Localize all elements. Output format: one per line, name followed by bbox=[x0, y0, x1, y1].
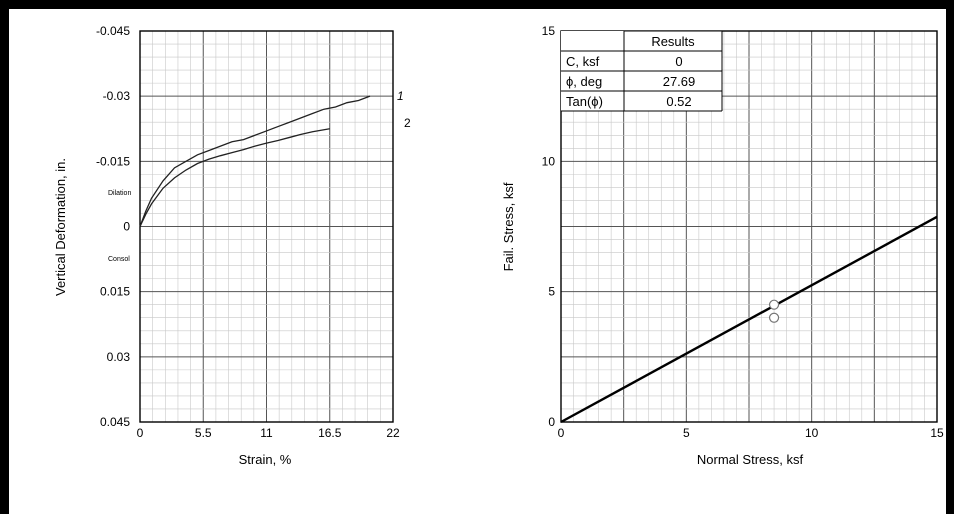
annotation-consol: Consol bbox=[108, 256, 130, 263]
results-table-label: Tan(ϕ) bbox=[566, 94, 603, 109]
left-y-tick-label: 0.015 bbox=[100, 285, 130, 299]
deformation-curve-2 bbox=[139, 128, 330, 227]
left-xlabel: Strain, % bbox=[239, 452, 292, 467]
results-table-label: C, ksf bbox=[566, 54, 600, 69]
left-y-tick-label: 0.03 bbox=[107, 350, 131, 364]
right-plot-border bbox=[560, 30, 938, 423]
annotation-dilation: Dilation bbox=[108, 190, 131, 197]
right-y-tick-label: 5 bbox=[548, 285, 555, 299]
series-label-1: 1 bbox=[397, 89, 404, 103]
right-x-tick-label: 15 bbox=[930, 426, 944, 440]
results-table-value: 0.52 bbox=[666, 94, 691, 109]
series-label-2: 2 bbox=[404, 116, 411, 130]
left-x-tick-label: 22 bbox=[386, 426, 400, 440]
right-xlabel: Normal Stress, ksf bbox=[697, 452, 804, 467]
left-y-tick-label: -0.015 bbox=[96, 154, 130, 168]
results-table-value: 27.69 bbox=[663, 74, 696, 89]
right-x-tick-label: 10 bbox=[805, 426, 819, 440]
results-table-label: ϕ, deg bbox=[566, 74, 602, 89]
left-ylabel: Vertical Deformation, in. bbox=[53, 158, 68, 296]
chart-svg: Vertical Deformation, in. Strain, % Dila… bbox=[53, 24, 944, 467]
results-table-header: Results bbox=[651, 34, 695, 49]
deformation-curve-1 bbox=[139, 95, 371, 227]
left-y-tick-label: 0 bbox=[123, 220, 130, 234]
left-x-tick-label: 0 bbox=[137, 426, 144, 440]
left-y-tick-label: -0.03 bbox=[103, 89, 131, 103]
figure-canvas: Vertical Deformation, in. Strain, % Dila… bbox=[9, 9, 946, 514]
test-point-marker bbox=[768, 312, 780, 323]
test-point-marker bbox=[768, 299, 780, 310]
right-x-tick-label: 0 bbox=[558, 426, 565, 440]
left-grid bbox=[140, 31, 393, 422]
failure-envelope-line bbox=[560, 215, 938, 424]
left-x-tick-label: 16.5 bbox=[318, 426, 342, 440]
right-y-tick-label: 10 bbox=[542, 154, 556, 168]
right-x-tick-label: 5 bbox=[683, 426, 690, 440]
results-table-value: 0 bbox=[675, 54, 682, 69]
left-x-tick-label: 5.5 bbox=[195, 426, 212, 440]
left-x-tick-label: 11 bbox=[260, 426, 273, 440]
left-y-tick-label: -0.045 bbox=[96, 24, 130, 38]
right-y-tick-label: 0 bbox=[548, 415, 555, 429]
right-ylabel: Fail. Stress, ksf bbox=[501, 182, 516, 271]
left-y-tick-label: 0.045 bbox=[100, 415, 130, 429]
right-y-tick-label: 15 bbox=[542, 24, 556, 38]
